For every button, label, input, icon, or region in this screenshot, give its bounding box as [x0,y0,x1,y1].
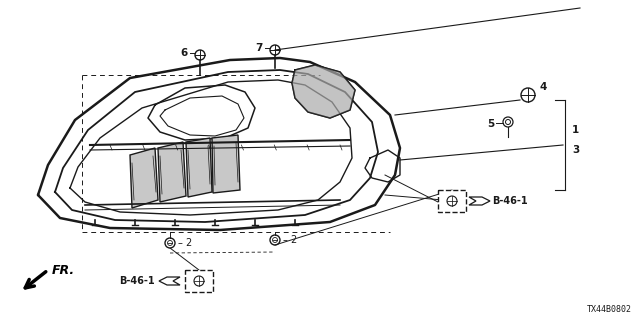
Polygon shape [186,138,212,197]
Polygon shape [159,277,180,285]
Text: B-46-1: B-46-1 [492,196,527,206]
Text: FR.: FR. [52,263,75,276]
Polygon shape [292,65,355,118]
Text: TX44B0802: TX44B0802 [587,305,632,314]
FancyBboxPatch shape [185,270,213,292]
Text: 1: 1 [572,125,579,135]
Text: B-46-1: B-46-1 [120,276,155,286]
Text: 5: 5 [487,119,494,129]
Text: 3: 3 [572,145,579,155]
Text: – 2: – 2 [178,238,192,248]
Text: 4: 4 [540,82,547,92]
Text: – 2: – 2 [283,235,297,245]
Polygon shape [212,135,240,193]
Text: 6: 6 [180,48,188,58]
Polygon shape [130,148,158,208]
Polygon shape [158,142,186,202]
Text: 7: 7 [255,43,263,53]
FancyBboxPatch shape [438,190,466,212]
Polygon shape [469,197,490,205]
